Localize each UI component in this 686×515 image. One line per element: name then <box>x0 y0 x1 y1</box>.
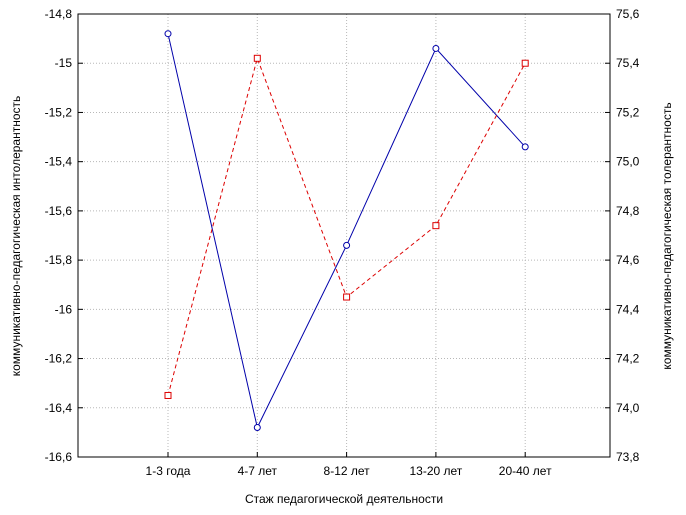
right-tick-label: 75,4 <box>616 56 640 70</box>
left-tick-label: -16 <box>55 302 73 316</box>
x-axis-ticks: 1-3 года 4-7 лет 8-12 лет 13-20 лет 20-40 ле… <box>146 452 552 478</box>
series-1-point <box>253 423 261 431</box>
right-axis-ticks: 75,6 75,4 75,2 75,0 74,8 74,6 74,4 74,2 74,0 73,8 <box>605 7 640 464</box>
right-tick-label: 75,6 <box>616 7 640 21</box>
left-tick-label: -16,4 <box>45 401 73 415</box>
left-tick-label: -15 <box>55 56 73 70</box>
x-tick-label: 4-7 лет <box>238 464 278 478</box>
series-2-point <box>164 391 172 399</box>
left-axis-ticks: -14,8 -15 -15,2 -15,4 -15,6 -15,8 -16 -16,2 -16,… <box>45 7 83 464</box>
series-1-point <box>432 44 440 52</box>
right-tick-label: 74,2 <box>616 352 640 366</box>
series-layer <box>164 30 529 431</box>
series-2-point <box>343 293 351 301</box>
series-1-point <box>164 30 172 38</box>
right-tick-label: 74,4 <box>616 302 640 316</box>
left-tick-label: -15,2 <box>45 105 73 119</box>
right-tick-label: 75,2 <box>616 105 640 119</box>
series-1-point <box>343 241 351 249</box>
x-axis-title: Стаж педагогической деятельности <box>245 492 443 506</box>
series-2-point <box>432 222 440 230</box>
right-tick-label: 73,8 <box>616 450 640 464</box>
right-axis-title: коммуникативно-педагогическая толерантно… <box>660 102 674 369</box>
series-2-point <box>521 59 529 67</box>
x-tick-label: 20-40 лет <box>499 464 552 478</box>
right-tick-label: 74,0 <box>616 401 640 415</box>
left-tick-label: -14,8 <box>45 7 73 21</box>
x-tick-label: 8-12 лет <box>324 464 371 478</box>
left-tick-label: -16,6 <box>45 450 73 464</box>
right-tick-label: 74,6 <box>616 253 640 267</box>
x-tick-label: 13-20 лет <box>409 464 462 478</box>
left-axis-title: коммуникативно-педагогическая интолерант… <box>9 96 23 377</box>
left-tick-label: -15,4 <box>45 155 73 169</box>
right-tick-label: 75,0 <box>616 155 640 169</box>
x-tick-label: 1-3 года <box>146 464 191 478</box>
right-tick-label: 74,8 <box>616 204 640 218</box>
series-2-point <box>253 54 261 62</box>
left-tick-label: -16,2 <box>45 352 73 366</box>
left-tick-label: -15,6 <box>45 204 73 218</box>
grid-lines <box>78 14 610 457</box>
series-1-point <box>521 143 529 151</box>
plot-frame <box>77 13 611 458</box>
left-tick-label: -15,8 <box>45 253 73 267</box>
